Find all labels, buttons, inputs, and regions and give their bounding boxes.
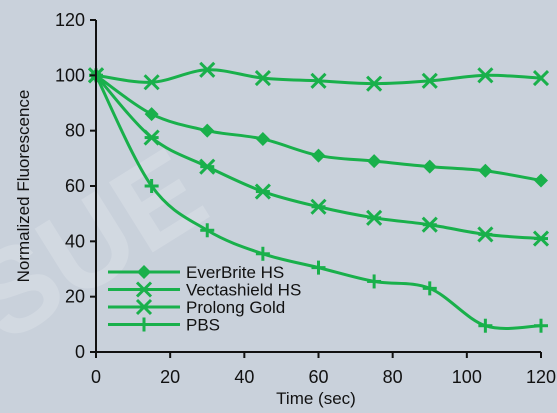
marker-x — [532, 70, 550, 87]
legend-entry: EverBrite HS — [108, 263, 284, 282]
x-axis-label: Time (sec) — [276, 389, 356, 408]
legend-entry: PBS — [108, 316, 220, 335]
marker-star — [254, 183, 271, 200]
marker-x — [310, 72, 327, 89]
marker-x — [421, 72, 438, 89]
marker-star — [310, 198, 327, 215]
y-axis-label: Normalized Fluorescence — [14, 90, 33, 283]
marker-x — [254, 70, 271, 87]
marker-x — [199, 61, 216, 78]
y-tick-label: 20 — [65, 287, 85, 307]
x-tick-label: 40 — [234, 367, 254, 387]
marker-x — [477, 67, 494, 84]
marker-diamond — [255, 131, 270, 146]
marker-diamond — [478, 163, 493, 178]
marker-plus — [534, 318, 548, 333]
marker-plus — [478, 318, 493, 333]
legend-label: Vectashield HS — [186, 281, 301, 300]
x-tick-label: 0 — [91, 367, 101, 387]
marker-plus — [422, 281, 437, 296]
marker-diamond — [422, 159, 437, 174]
marker-plus — [255, 246, 270, 261]
marker-plus — [200, 223, 215, 238]
marker-diamond — [311, 148, 326, 163]
marker-x — [366, 75, 383, 92]
legend-label: Prolong Gold — [186, 298, 285, 317]
marker-plus — [144, 179, 159, 193]
marker-diamond — [367, 154, 382, 169]
legend-entry: Vectashield HS — [108, 281, 301, 300]
legend-label: PBS — [186, 316, 220, 335]
legend-label: EverBrite HS — [186, 263, 284, 282]
x-tick-label: 100 — [452, 367, 482, 387]
marker-diamond — [534, 173, 548, 188]
marker-x — [135, 281, 153, 298]
y-tick-label: 80 — [65, 121, 85, 141]
marker-star — [421, 216, 438, 233]
y-tick-label: 40 — [65, 231, 85, 251]
marker-star — [477, 226, 494, 243]
y-tick-label: 0 — [75, 342, 85, 362]
axes: 0 20 40 60 80 100 120 0 20 40 60 80 100 120 — [55, 10, 556, 387]
legend-entry: Prolong Gold — [108, 298, 285, 317]
marker-x — [143, 74, 160, 91]
x-tick-label: 60 — [308, 367, 328, 387]
marker-star — [199, 158, 216, 175]
y-tick-label: 100 — [55, 65, 85, 85]
marker-star — [135, 298, 153, 316]
series-vectashield-hs — [87, 61, 550, 92]
marker-plus — [367, 274, 382, 289]
marker-star — [143, 129, 160, 146]
marker-diamond — [144, 107, 159, 122]
marker-star — [532, 230, 550, 247]
marker-diamond — [137, 265, 151, 279]
marker-star — [366, 209, 383, 226]
marker-plus — [311, 260, 326, 275]
x-tick-label: 20 — [160, 367, 180, 387]
x-tick-label: 80 — [383, 367, 403, 387]
marker-diamond — [200, 123, 215, 138]
y-tick-label: 120 — [55, 10, 85, 30]
x-tick-label: 120 — [526, 367, 556, 387]
y-tick-label: 60 — [65, 176, 85, 196]
marker-plus — [137, 317, 151, 332]
